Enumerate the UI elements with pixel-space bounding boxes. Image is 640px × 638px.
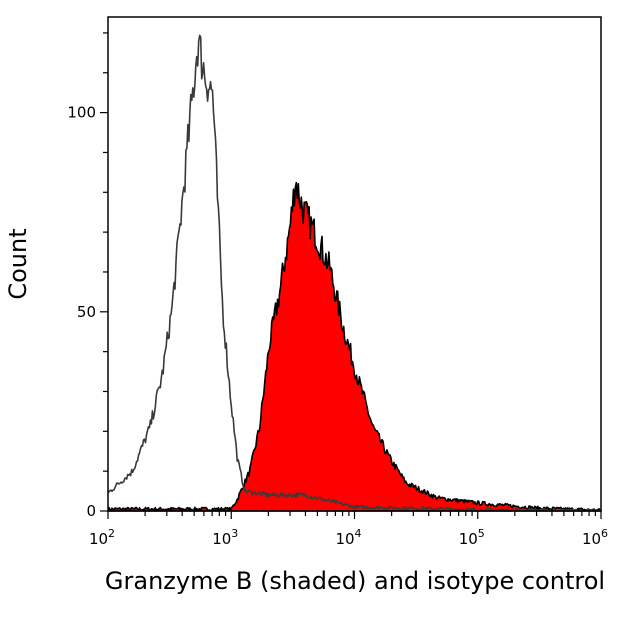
series-layer — [107, 34, 602, 512]
axes-layer: 0 50 100 102 103 104 105 106 — [67, 32, 608, 548]
isotype-control-histogram — [107, 34, 602, 512]
y-axis-label: Count — [4, 228, 32, 300]
granzyme-b-histogram — [107, 181, 602, 512]
y-tick-label: 100 — [67, 104, 96, 122]
x-tick-label: 103 — [212, 527, 238, 548]
y-tick-label: 0 — [86, 502, 96, 520]
x-axis-label: Granzyme B (shaded) and isotype control — [104, 567, 606, 595]
x-tick-label: 102 — [89, 527, 115, 548]
x-tick-label: 105 — [459, 527, 485, 548]
x-tick-label: 104 — [335, 527, 361, 548]
x-tick-label: 106 — [582, 527, 608, 548]
y-tick-label: 50 — [77, 303, 96, 321]
